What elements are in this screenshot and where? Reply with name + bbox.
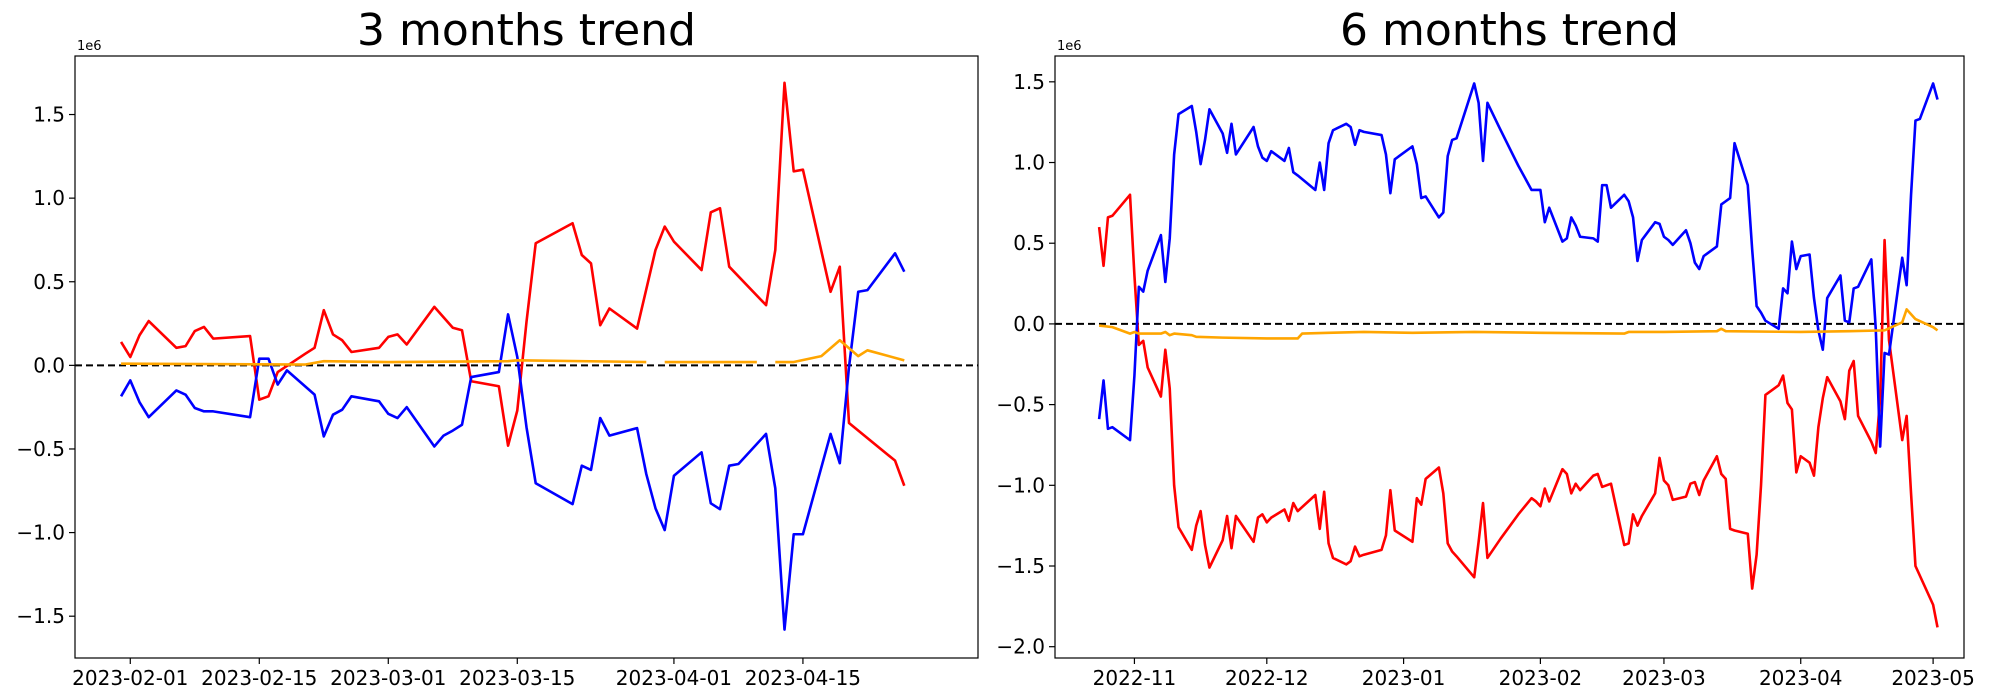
series-line-0 bbox=[1097, 193, 1939, 628]
series-line-1 bbox=[1097, 82, 1939, 448]
y-axis-offset-label: 1e6 bbox=[77, 39, 102, 54]
y-tick-label: 1.5 bbox=[33, 103, 65, 127]
x-tick-label: 2023-04-15 bbox=[745, 666, 861, 690]
x-tick-label: 2023-05 bbox=[1891, 666, 1975, 690]
series-line-1 bbox=[119, 252, 906, 631]
y-tick-label: −1.5 bbox=[16, 604, 65, 628]
y-tick-label: 1.5 bbox=[1013, 70, 1045, 94]
series-line-2 bbox=[121, 338, 905, 366]
x-tick-label: 2023-02-15 bbox=[201, 666, 317, 690]
y-tick-label: 0.5 bbox=[33, 270, 65, 294]
axes-frame bbox=[74, 55, 979, 659]
y-tick-label: −2.0 bbox=[996, 635, 1045, 659]
axes-frame bbox=[1054, 55, 1965, 659]
series-line-2 bbox=[1098, 308, 1939, 340]
x-tick-label: 2023-02-01 bbox=[72, 666, 188, 690]
x-tick-label: 2023-04-01 bbox=[616, 666, 732, 690]
y-tick-label: −1.0 bbox=[996, 473, 1045, 497]
y-axis-offset-label: 1e6 bbox=[1057, 39, 1082, 54]
series-group bbox=[119, 81, 906, 631]
y-tick-label: −0.5 bbox=[996, 393, 1045, 417]
y-tick-label: 0.0 bbox=[33, 353, 65, 377]
x-tick-label: 2022-11 bbox=[1093, 666, 1177, 690]
y-tick-label: 1.0 bbox=[33, 186, 65, 210]
x-tick-label: 2023-03 bbox=[1622, 666, 1706, 690]
y-tick-label: 0.0 bbox=[1013, 312, 1045, 336]
y-tick-label: 1.0 bbox=[1013, 151, 1045, 175]
y-tick-label: −1.0 bbox=[16, 521, 65, 545]
chart-title: 6 months trend bbox=[1340, 5, 1679, 56]
series-line-0 bbox=[119, 81, 906, 487]
y-tick-label: −0.5 bbox=[16, 437, 65, 461]
y-tick-label: 0.5 bbox=[1013, 231, 1045, 255]
y-tick-label: −1.5 bbox=[996, 554, 1045, 578]
chart-title: 3 months trend bbox=[357, 5, 696, 56]
x-tick-label: 2023-01 bbox=[1362, 666, 1446, 690]
x-tick-label: 2023-03-15 bbox=[459, 666, 575, 690]
series-group bbox=[1097, 82, 1939, 628]
chart-panel-3-months: 3 months trend 1e6 1.5 1.0 0.5 0.0 −0.5 −1.0 −1.… bbox=[16, 5, 979, 690]
x-tick-label: 2023-04 bbox=[1759, 666, 1843, 690]
x-tick-label: 2023-02 bbox=[1499, 666, 1583, 690]
x-tick-label: 2023-03-01 bbox=[330, 666, 446, 690]
x-tick-label: 2022-12 bbox=[1225, 666, 1309, 690]
chart-panel-6-months: 6 months trend 1e6 1.5 1.0 0.5 0.0 −0.5 −1.0 −1.… bbox=[996, 5, 1974, 690]
